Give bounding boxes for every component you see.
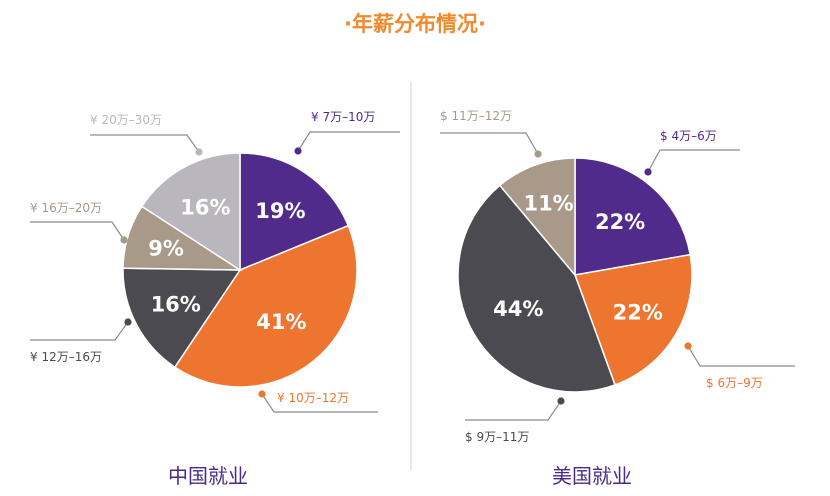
pie-slice [140, 152, 241, 272]
leader-line [90, 134, 200, 153]
slice-range-label: ¥ 12万–16万 [30, 350, 102, 364]
slice-percent-label: 22% [613, 300, 663, 324]
slice-percent-label: 11% [523, 191, 573, 215]
leader-dot [124, 318, 132, 326]
leader-line [261, 393, 378, 413]
leader-line [30, 221, 125, 241]
pie-slice [498, 157, 576, 278]
slice-range-label: $ 4万–6万 [660, 129, 717, 143]
leader-dot [534, 150, 542, 158]
leader-dot [120, 236, 128, 244]
leader-line [297, 131, 400, 152]
slice-range-label: $ 9万–11万 [465, 430, 529, 444]
slice-percent-label: 9% [148, 237, 184, 261]
leader-dot [258, 390, 266, 398]
figure-title: ·年薪分布情况· [344, 12, 486, 36]
chart-caption: 美国就业 [552, 464, 632, 488]
leader-dot [684, 342, 692, 350]
leader-line [30, 321, 129, 341]
slice-percent-label: 16% [151, 293, 201, 317]
leader-dot [644, 168, 652, 176]
leader-line [687, 345, 795, 367]
pie-chart-china: 19% ¥ 7万–10万 41% ¥ 10万–12万 16% ¥ 12万–16万 9% ¥ 1… [30, 110, 400, 488]
charts-layer: 19% ¥ 7万–10万 41% ¥ 10万–12万 16% ¥ 12万–16万 9% ¥ 1… [30, 109, 795, 488]
pie-slice [173, 224, 358, 388]
pie-slice [574, 157, 692, 276]
chart-caption: 中国就业 [168, 464, 248, 488]
slice-range-label: $ 6万–9万 [706, 376, 763, 390]
slice-percent-label: 44% [493, 297, 543, 321]
pie-slice [122, 267, 242, 369]
slice-percent-label: 22% [595, 210, 645, 234]
slice-percent-label: 19% [255, 199, 305, 223]
leader-dot [294, 147, 302, 155]
leader-line [647, 149, 740, 173]
leader-dot [195, 148, 203, 156]
slice-range-label: ¥ 16万–20万 [30, 201, 102, 215]
slice-percent-label: 16% [180, 195, 230, 219]
pie-slice [239, 152, 350, 272]
pie-chart-usa: 22% $ 4万–6万 22% $ 6万–9万 44% $ 9万–11万 11% $ 11万–… [440, 109, 795, 488]
pie-slice [457, 184, 616, 393]
leader-line [440, 132, 539, 155]
slice-range-label: $ 11万–12万 [440, 109, 512, 123]
leader-dot [557, 397, 565, 405]
slice-percent-label: 41% [256, 310, 306, 334]
slice-range-label: ¥ 20万–30万 [90, 113, 162, 127]
pie-slice [573, 253, 693, 386]
slice-range-label: ¥ 10万–12万 [277, 391, 349, 405]
leader-line [465, 400, 562, 421]
slice-range-label: ¥ 7万–10万 [311, 110, 375, 124]
